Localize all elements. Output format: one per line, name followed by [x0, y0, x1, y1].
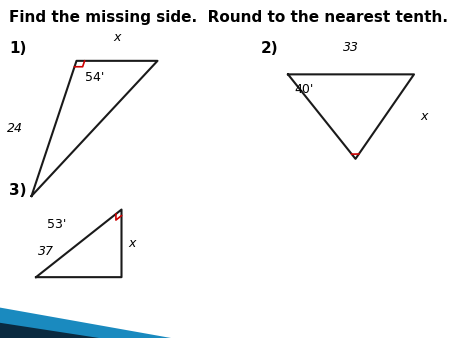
Text: 54': 54' [86, 71, 105, 84]
Text: 33: 33 [343, 41, 359, 54]
Text: 40': 40' [295, 83, 314, 96]
Text: x: x [421, 110, 428, 123]
Polygon shape [0, 323, 99, 338]
Text: Find the missing side.  Round to the nearest tenth.: Find the missing side. Round to the near… [9, 10, 448, 25]
Polygon shape [0, 308, 171, 338]
Text: 2): 2) [261, 41, 279, 55]
Text: 37: 37 [38, 245, 54, 258]
Text: 1): 1) [9, 41, 27, 55]
Text: x: x [113, 31, 121, 44]
Text: 53': 53' [47, 218, 67, 231]
Text: x: x [128, 237, 135, 250]
Text: 24: 24 [6, 122, 23, 135]
Text: 3): 3) [9, 183, 27, 197]
